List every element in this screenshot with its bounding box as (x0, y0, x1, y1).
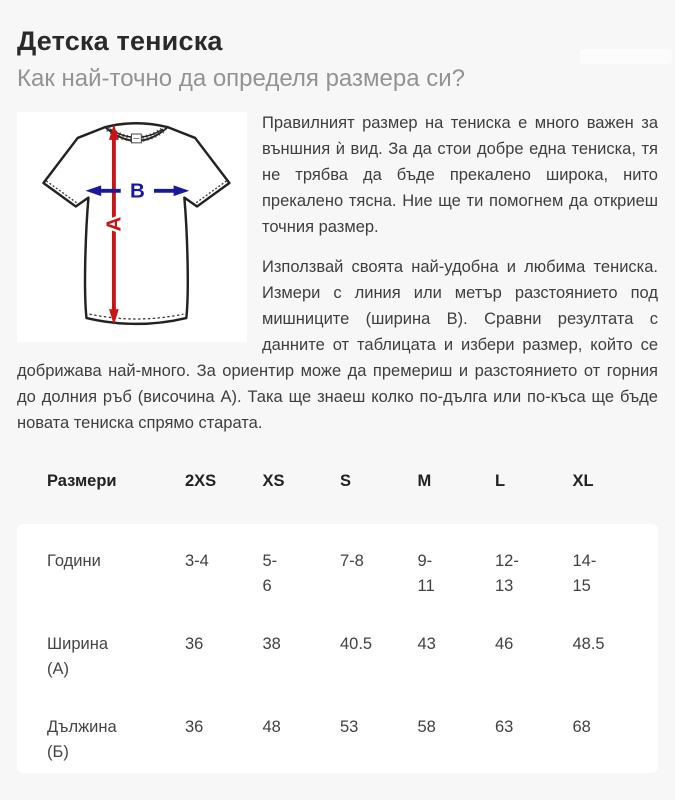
page-header: Детска тениска Как най-точно да определя… (0, 0, 675, 93)
header-cell-xs: XS (262, 471, 285, 490)
table-row-years: Години 3-4 5- 6 7-8 9- 11 12- 13 14- 15 (17, 524, 658, 607)
row-label: Ширина (А) (47, 635, 109, 678)
table-cell: 7-8 (340, 552, 364, 570)
measurement-label-b: B (130, 180, 145, 203)
table-cell: 48.5 (572, 635, 605, 653)
header-cell-m: M (417, 471, 432, 490)
table-cell: 43 (417, 635, 436, 653)
size-table-header: Размери 2XS XS S M L XL (17, 438, 658, 524)
intro-paragraph-1: Правилният размер на тениска е много важ… (262, 114, 658, 236)
table-row-length: Дължина (Б) 36 48 53 58 63 68 (17, 690, 658, 773)
table-cell: 46 (495, 635, 514, 653)
hem-stitch (89, 313, 184, 320)
size-table: Размери 2XS XS S M L XL Години 3-4 5- 6 … (0, 438, 675, 773)
header-cell-l: L (495, 471, 506, 490)
header-cell-xl: XL (572, 471, 594, 490)
table-cell: 38 (262, 635, 281, 653)
table-row-width: Ширина (А) 36 38 40.5 43 46 48.5 (17, 607, 658, 690)
table-cell: 12- 13 (495, 552, 519, 595)
row-label: Дължина (Б) (47, 718, 117, 761)
page-subtitle: Как най-точно да определя размера си? (17, 65, 465, 92)
background-highlight (580, 49, 672, 64)
table-cell: 48 (262, 718, 281, 736)
table-cell: 68 (572, 718, 591, 736)
page-title: Детска тениска (17, 26, 223, 56)
left-sleeve-stitch (45, 180, 79, 205)
table-cell: 5- 6 (262, 552, 278, 595)
intro-paragraph-2: Използвай своята най-удобна и любима тен… (17, 258, 658, 432)
table-cell: 58 (417, 718, 436, 736)
header-cell-2xs: 2XS (185, 471, 217, 490)
row-label: Години (47, 552, 101, 570)
tshirt-diagram-svg: А B (42, 122, 231, 326)
intro-section: А B Правилният размер на тениска е много… (0, 110, 675, 436)
table-cell: 9- 11 (417, 552, 435, 595)
table-cell: 53 (340, 718, 359, 736)
table-cell: 36 (185, 635, 204, 653)
table-cell: 3-4 (185, 552, 209, 570)
measurement-arrow-a: А (100, 124, 128, 325)
measurement-label-a: А (103, 216, 126, 231)
header-cell-s: S (340, 471, 352, 490)
table-cell: 36 (185, 718, 204, 736)
header-cell-sizes: Размери (47, 471, 117, 490)
measurement-arrow-b: B (85, 180, 190, 203)
tshirt-size-diagram-image: А B (17, 112, 247, 342)
table-cell: 63 (495, 718, 514, 736)
table-cell: 40.5 (340, 635, 373, 653)
tshirt-outline (42, 122, 231, 326)
size-table-body: Години 3-4 5- 6 7-8 9- 11 12- 13 14- 15 … (17, 524, 658, 773)
table-cell: 14- 15 (572, 552, 597, 595)
right-sleeve-stitch (194, 180, 227, 205)
